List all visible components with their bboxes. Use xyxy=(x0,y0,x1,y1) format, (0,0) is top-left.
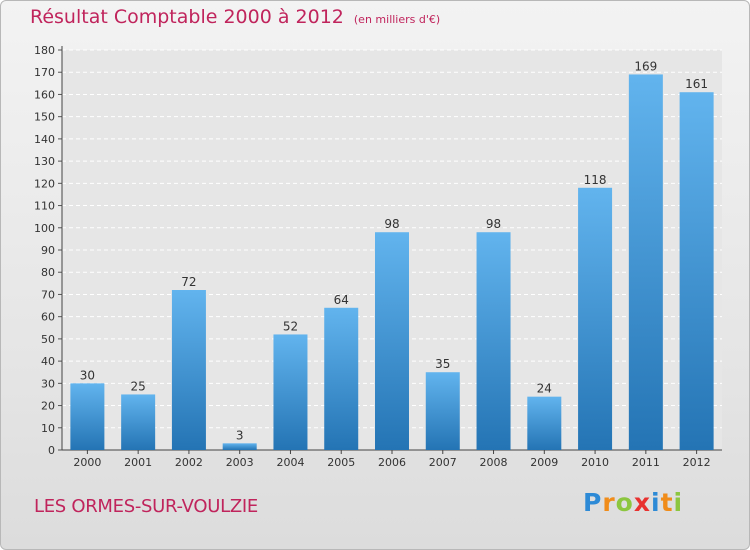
y-tick-label: 50 xyxy=(41,333,55,346)
bar xyxy=(171,290,206,450)
bar xyxy=(628,74,663,450)
bar xyxy=(527,396,562,450)
y-tick-label: 40 xyxy=(41,355,55,368)
x-tick-label: 2002 xyxy=(175,456,203,469)
logo-letter: P xyxy=(583,488,603,517)
data-label: 3 xyxy=(236,428,244,442)
place-name: LES ORMES-SUR-VOULZIE xyxy=(34,496,258,517)
bar xyxy=(425,372,460,450)
logo-letter: o xyxy=(615,488,634,517)
x-tick-label: 2010 xyxy=(581,456,609,469)
bar xyxy=(578,187,613,450)
bar xyxy=(324,307,359,450)
data-label: 161 xyxy=(685,77,708,91)
bar xyxy=(476,232,511,450)
data-label: 98 xyxy=(384,217,399,231)
logo-letter: r xyxy=(602,488,616,517)
data-label: 98 xyxy=(486,217,501,231)
chart-title: Résultat Comptable 2000 à 2012 (en millie… xyxy=(30,6,440,28)
bar xyxy=(679,92,714,450)
y-tick-label: 70 xyxy=(41,288,55,301)
y-tick-label: 90 xyxy=(41,244,55,257)
x-tick-label: 2004 xyxy=(276,456,304,469)
y-tick-label: 160 xyxy=(34,88,55,101)
bar xyxy=(121,394,156,450)
x-tick-label: 2006 xyxy=(378,456,406,469)
y-tick-label: 130 xyxy=(34,155,55,168)
y-tick-label: 0 xyxy=(48,444,55,457)
bar xyxy=(222,443,257,450)
chart-subtitle: (en milliers d'€) xyxy=(353,13,441,26)
y-tick-label: 170 xyxy=(34,66,55,79)
y-tick-label: 150 xyxy=(34,111,55,124)
data-label: 35 xyxy=(435,357,450,371)
y-tick-label: 20 xyxy=(41,400,55,413)
x-tick-label: 2008 xyxy=(480,456,508,469)
x-tick-label: 2009 xyxy=(530,456,558,469)
y-tick-label: 120 xyxy=(34,177,55,190)
data-label: 30 xyxy=(80,368,95,382)
x-tick-label: 2012 xyxy=(683,456,711,469)
x-tick-label: 2007 xyxy=(429,456,457,469)
x-tick-label: 2003 xyxy=(226,456,254,469)
y-tick-label: 60 xyxy=(41,311,55,324)
data-label: 118 xyxy=(584,173,607,187)
data-label: 169 xyxy=(634,59,657,73)
logo-letter: i xyxy=(651,488,661,517)
x-tick-label: 2000 xyxy=(73,456,101,469)
y-tick-label: 30 xyxy=(41,377,55,390)
y-tick-label: 100 xyxy=(34,222,55,235)
x-tick-label: 2001 xyxy=(124,456,152,469)
y-tick-label: 140 xyxy=(34,133,55,146)
bar xyxy=(375,232,409,450)
y-tick-label: 10 xyxy=(41,422,55,435)
y-tick-label: 180 xyxy=(34,44,55,57)
bar xyxy=(70,383,105,450)
bar xyxy=(273,334,308,450)
logo-letter: x xyxy=(633,488,651,517)
logo-letter: i xyxy=(673,488,684,517)
data-label: 72 xyxy=(181,275,196,289)
data-label: 52 xyxy=(283,319,298,333)
logo-letter: t xyxy=(660,488,674,517)
data-label: 25 xyxy=(131,379,146,393)
y-tick-label: 110 xyxy=(34,200,55,213)
chart-title-text: Résultat Comptable 2000 à 2012 xyxy=(30,6,344,28)
data-label: 24 xyxy=(537,382,552,396)
proxiti-logo: Proxiti xyxy=(583,488,683,517)
data-label: 64 xyxy=(334,293,349,307)
x-tick-label: 2005 xyxy=(327,456,355,469)
y-tick-label: 80 xyxy=(41,266,55,279)
x-tick-label: 2011 xyxy=(632,456,660,469)
